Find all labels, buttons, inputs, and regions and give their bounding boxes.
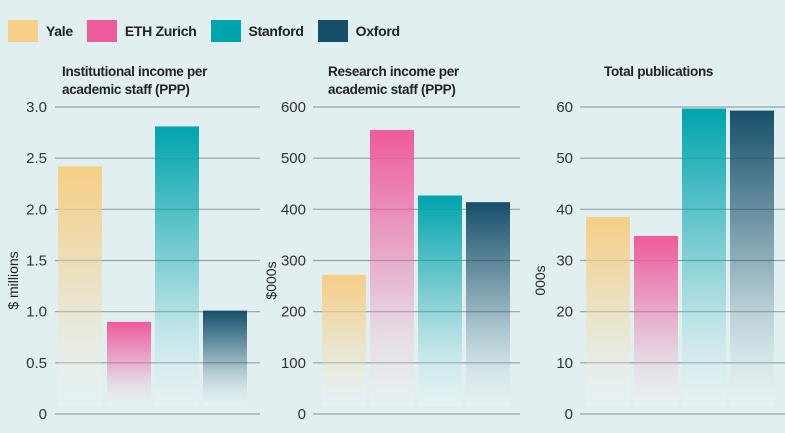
bar-yale [586, 217, 630, 406]
y-tick-label: 3.0 [26, 99, 47, 116]
legend-item-oxford: Oxford [317, 20, 400, 42]
y-tick-label: 400 [281, 201, 306, 218]
y-tick-label: 0 [39, 406, 47, 423]
y-tick-label: 2.0 [26, 201, 47, 218]
legend: Yale ETH Zurich Stanford Oxford [8, 20, 414, 42]
legend-item-stanford: Stanford [210, 20, 304, 42]
legend-item-eth: ETH Zurich [86, 20, 197, 42]
bar-eth-zurich [634, 235, 678, 406]
bar-eth-zurich [107, 321, 151, 406]
y-tick-label: 600 [281, 99, 306, 116]
legend-swatch [8, 20, 38, 42]
y-tick-label: 0.5 [26, 355, 47, 372]
chart-title: Research income per [328, 64, 460, 79]
y-tick-label: 40 [556, 201, 573, 218]
y-tick-label: 300 [281, 253, 306, 270]
chart-title: Institutional income per [62, 64, 208, 79]
chart-panel-2: Research income per academic staff (PPP) 0… [263, 64, 520, 423]
chart-title: academic staff (PPP) [328, 82, 456, 97]
legend-label: ETH Zurich [124, 23, 197, 39]
chart-title: academic staff (PPP) [62, 82, 190, 97]
y-tick-label: 60 [556, 99, 573, 116]
y-tick-label: 50 [556, 150, 573, 167]
chart-panel-1: Institutional income per academic staff (… [5, 64, 260, 423]
y-tick-label: 0 [298, 406, 306, 423]
y-axis-label: $ millions [5, 251, 21, 309]
legend-label: Yale [46, 23, 73, 39]
bar-yale [322, 274, 366, 406]
y-tick-label: 2.5 [26, 150, 47, 167]
bar-eth-zurich [370, 130, 414, 406]
y-tick-label: 30 [556, 253, 573, 270]
bar-stanford [418, 195, 462, 406]
legend-item-yale: Yale [8, 20, 73, 42]
y-tick-label: 500 [281, 150, 306, 167]
legend-swatch [86, 20, 117, 42]
y-axis-label: $000s [263, 261, 279, 299]
y-axis-label: 000s [532, 265, 548, 295]
chart-panel-3: Total publications 0 10 20 30 40 50 60 000s [532, 64, 785, 423]
bar-oxford [730, 110, 774, 406]
chart-title: Total publications [604, 64, 713, 79]
y-tick-label: 100 [281, 355, 306, 372]
y-tick-label: 200 [281, 304, 306, 321]
y-tick-label: 20 [556, 304, 573, 321]
legend-label: Stanford [248, 23, 304, 39]
bar-oxford [466, 202, 510, 406]
y-tick-label: 1.0 [26, 304, 47, 321]
bar-stanford [682, 108, 726, 406]
bar-yale [58, 166, 102, 406]
y-tick-label: 10 [556, 355, 573, 372]
y-tick-label: 0 [565, 406, 573, 423]
legend-swatch [210, 20, 241, 42]
legend-label: Oxford [355, 23, 400, 39]
y-tick-label: 1.5 [26, 253, 47, 270]
bar-stanford [155, 126, 199, 407]
legend-swatch [317, 20, 348, 42]
bar-oxford [203, 310, 247, 406]
